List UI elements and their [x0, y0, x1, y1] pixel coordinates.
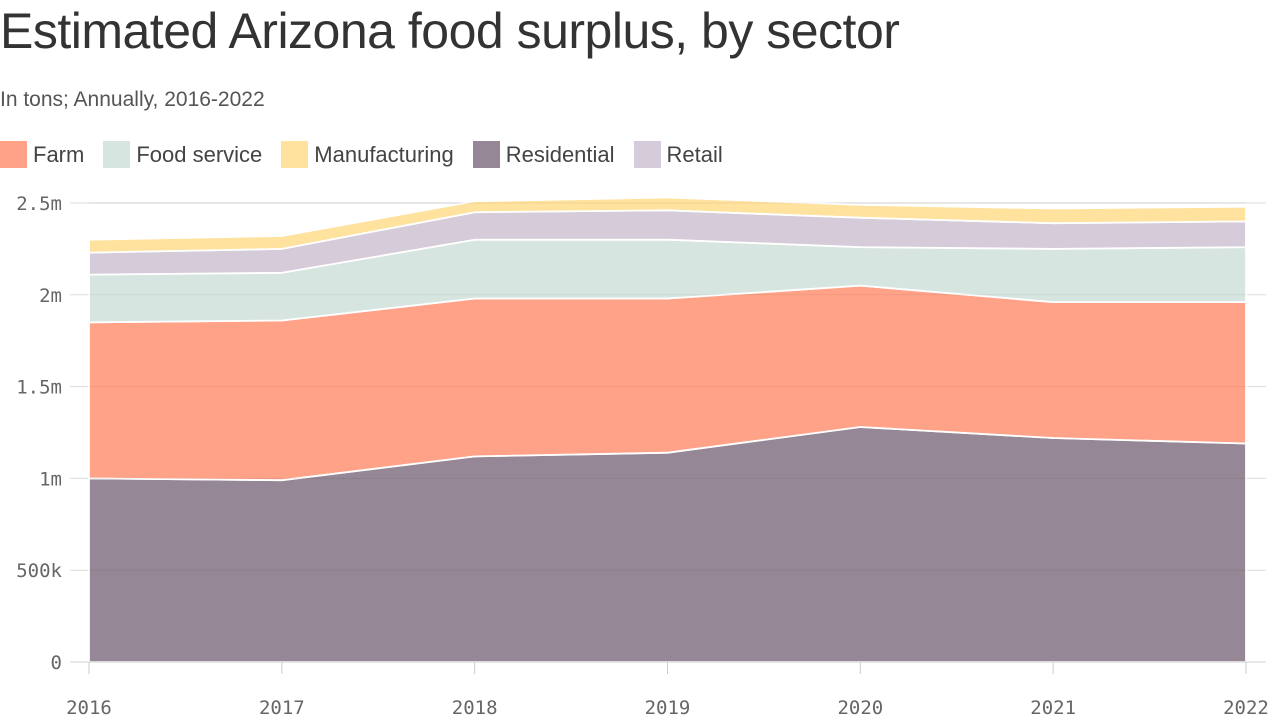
area-manufacturing: [88, 196, 1247, 254]
legend-swatch-residential: [472, 141, 500, 168]
x-tick-label: 2021: [1030, 697, 1076, 719]
chart-subtitle: In tons; Annually, 2016-2022: [0, 88, 265, 111]
legend-label-food-service: Food service: [136, 141, 263, 167]
axes: 0 500k 1m 1.5m 2m 2.5m 2016 2017 2018 2019 2020 202…: [16, 193, 1269, 719]
x-tick-label: 2019: [645, 697, 691, 719]
x-tick-label: 2020: [837, 697, 883, 719]
legend-item-retail: Retail: [633, 141, 723, 168]
legend-label-manufacturing: Manufacturing: [314, 141, 454, 167]
y-tick-label: 2.5m: [16, 193, 62, 215]
legend-item-farm: Farm: [0, 141, 84, 168]
y-tick-label: 1.5m: [16, 377, 62, 399]
x-tick-label: 2016: [66, 697, 112, 719]
legend-swatch-manufacturing: [281, 141, 309, 168]
legend-swatch-retail: [633, 141, 661, 168]
chart-legend: Farm Food service Manufacturing Resident…: [0, 141, 742, 168]
y-tick-label: 0: [51, 652, 62, 674]
legend-label-residential: Residential: [505, 141, 615, 167]
legend-item-manufacturing: Manufacturing: [281, 141, 454, 168]
legend-label-retail: Retail: [666, 141, 723, 167]
chart-title: Estimated Arizona food surplus, by secto…: [0, 3, 900, 59]
y-tick-label: 2m: [39, 285, 62, 307]
x-tick-label: 2022: [1223, 697, 1269, 719]
x-tick-label: 2018: [452, 697, 498, 719]
legend-swatch-farm: [0, 141, 27, 168]
x-tick-label: 2017: [259, 697, 305, 719]
y-tick-label: 1m: [39, 468, 62, 490]
legend-item-residential: Residential: [472, 141, 615, 168]
legend-label-farm: Farm: [33, 141, 85, 167]
legend-item-food-service: Food service: [103, 141, 262, 168]
y-tick-label: 500k: [16, 560, 62, 582]
legend-swatch-food-service: [103, 141, 131, 168]
area-layers: [88, 196, 1247, 663]
